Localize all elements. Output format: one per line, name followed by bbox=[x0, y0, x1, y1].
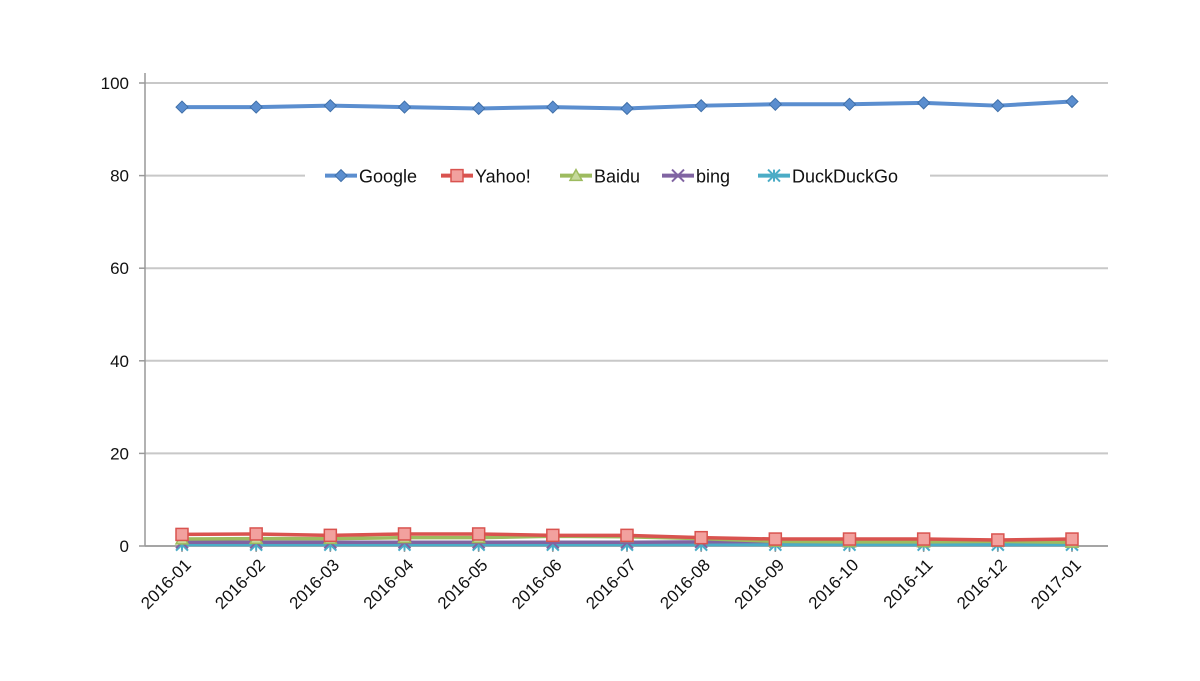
legend: Google Yahoo! Baidu bing DuckDuckGo bbox=[305, 161, 930, 190]
legend-item-baidu: Baidu bbox=[560, 167, 640, 187]
series-yahoo- bbox=[175, 527, 1079, 547]
point-marker bbox=[323, 98, 338, 113]
point-marker bbox=[842, 97, 857, 112]
series-group bbox=[174, 94, 1080, 552]
point-marker bbox=[397, 100, 412, 114]
y-tick-label: 40 bbox=[110, 352, 129, 371]
point-marker bbox=[620, 101, 634, 116]
point-marker bbox=[620, 528, 634, 543]
y-tick-label: 60 bbox=[110, 259, 129, 278]
point-marker bbox=[175, 527, 189, 542]
point-marker bbox=[546, 100, 560, 114]
x-tick-label: 2016-04 bbox=[360, 555, 418, 613]
point-marker bbox=[842, 532, 857, 546]
point-marker bbox=[916, 532, 931, 546]
point-marker bbox=[249, 100, 263, 114]
legend-item-duckduckgo: DuckDuckGo bbox=[758, 167, 898, 187]
point-marker bbox=[768, 532, 783, 546]
point-marker bbox=[671, 168, 685, 183]
y-axis: 0 20 40 60 80 100 bbox=[101, 73, 146, 556]
legend-background bbox=[305, 161, 930, 190]
point-marker bbox=[768, 97, 783, 112]
x-tick-label: 2017-01 bbox=[1027, 555, 1085, 613]
point-marker bbox=[471, 101, 486, 116]
point-marker bbox=[767, 168, 781, 183]
x-tick-label: 2016-11 bbox=[880, 555, 937, 612]
legend-label: Yahoo! bbox=[475, 167, 531, 187]
point-marker bbox=[397, 527, 412, 541]
x-tick-label: 2016-02 bbox=[211, 555, 269, 613]
y-tick-label: 80 bbox=[110, 167, 129, 186]
point-marker bbox=[249, 527, 263, 541]
x-tick-label: 2016-03 bbox=[286, 555, 344, 613]
legend-label: Baidu bbox=[594, 167, 640, 187]
point-marker bbox=[1065, 94, 1079, 109]
point-marker bbox=[991, 533, 1005, 547]
x-axis: 2016-01 2016-02 2016-03 2016-04 2016-05 2016-… bbox=[137, 545, 1108, 613]
point-marker bbox=[175, 100, 189, 114]
series-google bbox=[175, 94, 1079, 116]
point-marker bbox=[546, 528, 560, 543]
y-tick-label: 0 bbox=[120, 537, 129, 556]
legend-item-google: Google bbox=[325, 167, 417, 187]
gridlines bbox=[145, 82, 1108, 547]
point-marker bbox=[916, 96, 931, 110]
x-tick-label: 2016-12 bbox=[953, 555, 1011, 613]
point-marker bbox=[991, 98, 1005, 113]
point-marker bbox=[323, 528, 338, 543]
point-marker bbox=[450, 168, 464, 183]
legend-label: DuckDuckGo bbox=[792, 167, 898, 187]
y-tick-label: 20 bbox=[110, 444, 129, 463]
y-tick-label: 100 bbox=[101, 74, 129, 93]
point-marker bbox=[334, 168, 348, 183]
x-tick-label: 2016-07 bbox=[582, 555, 640, 613]
x-tick-label: 2016-06 bbox=[508, 555, 566, 613]
point-marker bbox=[694, 530, 708, 545]
point-marker bbox=[1065, 532, 1079, 546]
point-marker bbox=[568, 168, 584, 182]
point-marker bbox=[471, 527, 486, 541]
x-tick-label: 2016-08 bbox=[656, 555, 714, 613]
point-marker bbox=[694, 98, 708, 113]
legend-item-yahoo-: Yahoo! bbox=[441, 167, 531, 187]
x-tick-label: 2016-10 bbox=[805, 555, 863, 613]
x-tick-label: 2016-09 bbox=[731, 555, 789, 613]
legend-label: bing bbox=[696, 167, 730, 187]
legend-label: Google bbox=[359, 167, 417, 187]
legend-item-bing: bing bbox=[662, 167, 730, 187]
x-tick-label: 2016-01 bbox=[137, 555, 195, 613]
x-tick-label: 2016-05 bbox=[434, 555, 492, 613]
